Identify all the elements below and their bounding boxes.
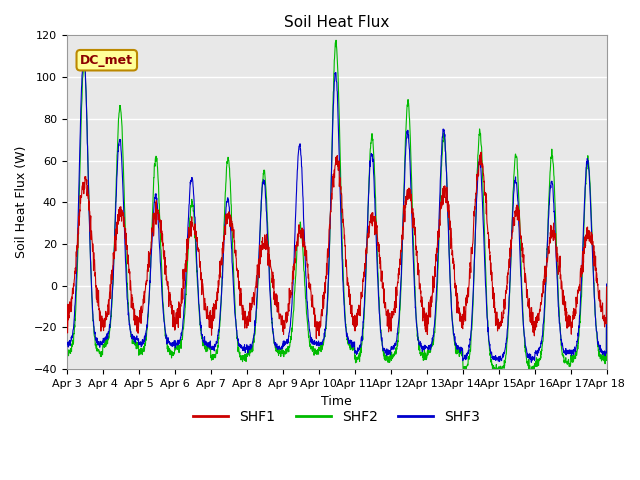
SHF2: [556, 310, 563, 315]
SHF2: [497, 372, 505, 377]
Line: SHF1: SHF1: [67, 152, 607, 338]
SHF1: [214, 289, 221, 295]
Legend: SHF1, SHF2, SHF3: SHF1, SHF2, SHF3: [188, 404, 486, 429]
SHF2: [63, 346, 70, 352]
SHF1: [353, 313, 360, 319]
SHF1: [364, 235, 372, 241]
SHF2: [353, 357, 360, 363]
SHF2: [570, 354, 578, 360]
SHF3: [527, 360, 535, 365]
SHF2: [364, 207, 372, 213]
SHF3: [570, 348, 578, 354]
SHF3: [603, 281, 611, 287]
Title: Soil Heat Flux: Soil Heat Flux: [284, 15, 389, 30]
SHF1: [603, 284, 611, 290]
SHF3: [353, 348, 360, 354]
SHF1: [570, 312, 578, 318]
SHF1: [312, 336, 320, 341]
X-axis label: Time: Time: [321, 395, 352, 408]
SHF3: [214, 336, 221, 341]
SHF1: [63, 321, 70, 327]
SHF2: [603, 285, 611, 291]
SHF2: [214, 350, 221, 356]
Line: SHF3: SHF3: [67, 53, 607, 362]
SHF3: [493, 356, 501, 361]
SHF2: [493, 367, 501, 373]
SHF1: [477, 149, 485, 155]
Text: DC_met: DC_met: [80, 54, 133, 67]
Line: SHF2: SHF2: [67, 40, 607, 374]
Y-axis label: Soil Heat Flux (W): Soil Heat Flux (W): [15, 146, 28, 258]
SHF3: [364, 205, 372, 211]
SHF2: [332, 37, 340, 43]
SHF3: [63, 339, 70, 345]
SHF1: [494, 320, 502, 325]
SHF3: [556, 320, 563, 326]
SHF3: [79, 50, 87, 56]
SHF1: [556, 265, 563, 271]
